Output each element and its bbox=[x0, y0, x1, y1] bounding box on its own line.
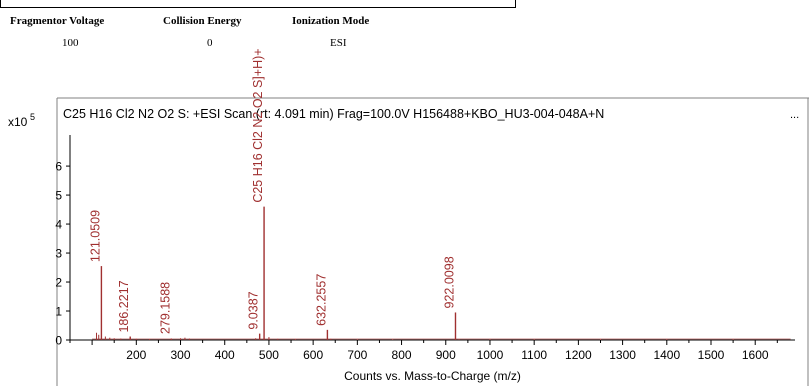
header-ionization-mode: Ionization Mode bbox=[292, 15, 370, 27]
chart-frame bbox=[56, 97, 809, 386]
x-tick-label: 1300 bbox=[609, 348, 636, 362]
chart-peaks bbox=[92, 206, 791, 340]
x-tick-label: 200 bbox=[126, 348, 146, 362]
x-tick-label: 400 bbox=[215, 348, 235, 362]
x-tick-label: 600 bbox=[303, 348, 323, 362]
peak-label: 632.2557 bbox=[314, 274, 328, 326]
peak-label: 121.0509 bbox=[88, 210, 102, 262]
peak-label: 922.0098 bbox=[442, 256, 456, 308]
y-tick-label: 1 bbox=[55, 305, 62, 319]
x-tick-label: 1000 bbox=[477, 348, 504, 362]
y-tick-label: 3 bbox=[55, 247, 62, 261]
x-tick-label: 700 bbox=[347, 348, 367, 362]
x-tick-label: 1500 bbox=[698, 348, 725, 362]
header-collision-energy: Collision Energy bbox=[163, 15, 242, 27]
x-tick-label: 1600 bbox=[742, 348, 769, 362]
top-frame bbox=[0, 0, 516, 8]
x-tick-label: 1400 bbox=[653, 348, 680, 362]
peak-label: 9.0387 bbox=[247, 291, 261, 329]
x-tick-label: 800 bbox=[392, 348, 412, 362]
y-axis-multiplier: x10 bbox=[8, 115, 28, 129]
value-collision-energy: 0 bbox=[207, 37, 213, 49]
x-tick-label: 1200 bbox=[565, 348, 592, 362]
y-axis-exponent: 5 bbox=[30, 112, 35, 122]
y-tick-label: 6 bbox=[55, 160, 62, 174]
x-tick-label: 900 bbox=[436, 348, 456, 362]
x-tick-label: 500 bbox=[259, 348, 279, 362]
value-ionization-mode: ESI bbox=[330, 37, 347, 49]
value-fragmentor-voltage: 100 bbox=[62, 37, 79, 49]
acquisition-parameters: Fragmentor Voltage Collision Energy Ioni… bbox=[0, 12, 809, 98]
peak-label: C25 H16 Cl2 N2 O2 S]+H)+ bbox=[251, 48, 265, 202]
peak-label: 186.2217 bbox=[117, 280, 131, 332]
y-tick-label: 2 bbox=[55, 276, 62, 290]
x-tick-label: 300 bbox=[171, 348, 191, 362]
chart-labels: x10 5 C25 H16 Cl2 N2 O2 S: +ESI Scan (rt: … bbox=[8, 48, 799, 383]
chart-title-more: ... bbox=[790, 109, 799, 121]
header-fragmentor-voltage: Fragmentor Voltage bbox=[10, 15, 105, 27]
y-tick-label: 4 bbox=[55, 218, 62, 232]
chart-axes: 0 1 2 3 4 5 6 200 300 400 500 600 700 800 900 1000 1100 1… bbox=[55, 135, 795, 362]
peak-label: 279.1588 bbox=[158, 282, 172, 334]
y-tick-label: 5 bbox=[55, 189, 62, 203]
x-tick-label: 1100 bbox=[521, 348, 547, 362]
chart-title: C25 H16 Cl2 N2 O2 S: +ESI Scan (rt: 4.09… bbox=[63, 107, 604, 121]
y-tick-label: 0 bbox=[55, 334, 62, 348]
x-axis-label: Counts vs. Mass-to-Charge (m/z) bbox=[344, 369, 521, 383]
